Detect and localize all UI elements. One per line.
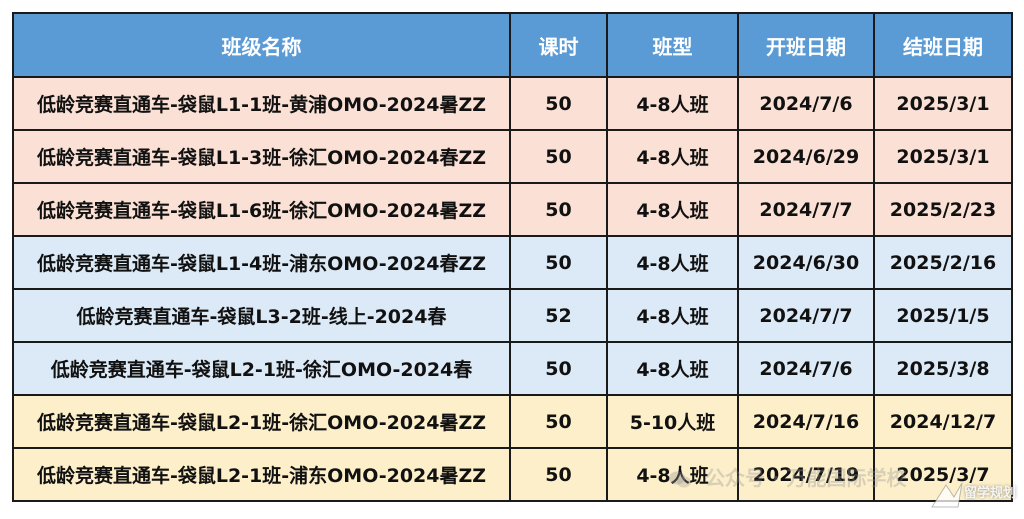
cell-start-date: 2024/7/19 xyxy=(737,447,875,502)
cell-end-date: 2025/3/1 xyxy=(873,76,1013,131)
cell-hours: 52 xyxy=(509,288,608,343)
header-row: 班级名称 课时 班型 开班日期 结班日期 xyxy=(12,12,1013,78)
cell-start-date: 2024/6/29 xyxy=(737,129,875,184)
cell-hours: 50 xyxy=(509,235,608,290)
cell-start-date: 2024/7/16 xyxy=(737,394,875,449)
cell-class-type: 4-8人班 xyxy=(606,447,739,502)
cell-end-date: 2025/3/1 xyxy=(873,129,1013,184)
cell-class-name: 低龄竞赛直通车-袋鼠L3-2班-线上-2024春 xyxy=(12,288,511,343)
cell-class-type: 4-8人班 xyxy=(606,341,739,396)
cell-start-date: 2024/7/7 xyxy=(737,288,875,343)
cell-hours: 50 xyxy=(509,394,608,449)
cell-class-type: 4-8人班 xyxy=(606,182,739,237)
cell-end-date: 2025/1/5 xyxy=(873,288,1013,343)
cell-class-type: 4-8人班 xyxy=(606,129,739,184)
header-class-name: 班级名称 xyxy=(12,12,511,78)
table-row: 低龄竞赛直通车-袋鼠L1-1班-黄浦OMO-2024暑ZZ 50 4-8人班 2024… xyxy=(12,76,1013,131)
table-row: 低龄竞赛直通车-袋鼠L1-3班-徐汇OMO-2024春ZZ 50 4-8人班 2024… xyxy=(12,129,1013,184)
cell-end-date: 2024/12/7 xyxy=(873,394,1013,449)
header-start-date: 开班日期 xyxy=(737,12,875,78)
table-row: 低龄竞赛直通车-袋鼠L2-1班-徐汇OMO-2024暑ZZ 50 5-10人班 202… xyxy=(12,394,1013,449)
cell-class-name: 低龄竞赛直通车-袋鼠L2-1班-徐汇OMO-2024暑ZZ xyxy=(12,394,511,449)
table-body: 低龄竞赛直通车-袋鼠L1-1班-黄浦OMO-2024暑ZZ 50 4-8人班 2024… xyxy=(12,76,1013,502)
cell-hours: 50 xyxy=(509,182,608,237)
cell-class-name: 低龄竞赛直通车-袋鼠L1-4班-浦东OMO-2024春ZZ xyxy=(12,235,511,290)
cell-end-date: 2025/2/16 xyxy=(873,235,1013,290)
course-schedule-table: 班级名称 课时 班型 开班日期 结班日期 低龄竞赛直通车-袋鼠L1-1班-黄浦O… xyxy=(12,12,1013,502)
cell-start-date: 2024/7/6 xyxy=(737,76,875,131)
header-class-type: 班型 xyxy=(606,12,739,78)
cell-end-date: 2025/2/23 xyxy=(873,182,1013,237)
cell-start-date: 2024/6/30 xyxy=(737,235,875,290)
table-row: 低龄竞赛直通车-袋鼠L2-1班-徐汇OMO-2024春 50 4-8人班 2024/7… xyxy=(12,341,1013,396)
cell-class-type: 5-10人班 xyxy=(606,394,739,449)
cell-class-type: 4-8人班 xyxy=(606,288,739,343)
table-container: 班级名称 课时 班型 开班日期 结班日期 低龄竞赛直通车-袋鼠L1-1班-黄浦O… xyxy=(12,12,1013,502)
cell-end-date: 2025/3/8 xyxy=(873,341,1013,396)
cell-class-type: 4-8人班 xyxy=(606,235,739,290)
cell-hours: 50 xyxy=(509,129,608,184)
table-row: 低龄竞赛直通车-袋鼠L3-2班-线上-2024春 52 4-8人班 2024/7/7 2… xyxy=(12,288,1013,343)
header-end-date: 结班日期 xyxy=(873,12,1013,78)
cell-class-name: 低龄竞赛直通车-袋鼠L2-1班-浦东OMO-2024暑ZZ xyxy=(12,447,511,502)
cell-start-date: 2024/7/7 xyxy=(737,182,875,237)
table-row: 低龄竞赛直通车-袋鼠L1-6班-徐汇OMO-2024暑ZZ 50 4-8人班 2024… xyxy=(12,182,1013,237)
cell-hours: 50 xyxy=(509,447,608,502)
cell-class-name: 低龄竞赛直通车-袋鼠L2-1班-徐汇OMO-2024春 xyxy=(12,341,511,396)
header-hours: 课时 xyxy=(509,12,608,78)
table-row: 低龄竞赛直通车-袋鼠L1-4班-浦东OMO-2024春ZZ 50 4-8人班 2024… xyxy=(12,235,1013,290)
cell-hours: 50 xyxy=(509,341,608,396)
cell-end-date: 2025/3/7 xyxy=(873,447,1013,502)
table-row: 低龄竞赛直通车-袋鼠L2-1班-浦东OMO-2024暑ZZ 50 4-8人班 2024… xyxy=(12,447,1013,502)
cell-class-name: 低龄竞赛直通车-袋鼠L1-1班-黄浦OMO-2024暑ZZ xyxy=(12,76,511,131)
cell-class-name: 低龄竞赛直通车-袋鼠L1-6班-徐汇OMO-2024暑ZZ xyxy=(12,182,511,237)
cell-start-date: 2024/7/6 xyxy=(737,341,875,396)
cell-hours: 50 xyxy=(509,76,608,131)
cell-class-name: 低龄竞赛直通车-袋鼠L1-3班-徐汇OMO-2024春ZZ xyxy=(12,129,511,184)
cell-class-type: 4-8人班 xyxy=(606,76,739,131)
